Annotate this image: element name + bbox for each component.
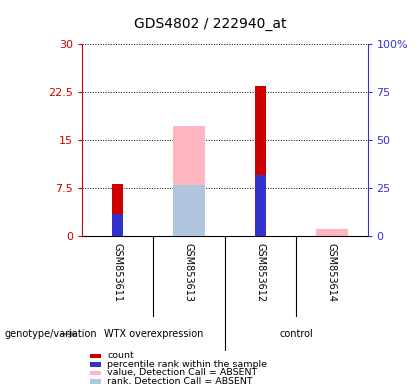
Text: GDS4802 / 222940_at: GDS4802 / 222940_at <box>134 17 286 31</box>
Text: genotype/variation: genotype/variation <box>4 329 97 339</box>
Bar <box>255 86 266 236</box>
Bar <box>173 185 205 236</box>
Text: GSM853612: GSM853612 <box>255 243 265 302</box>
Text: rank, Detection Call = ABSENT: rank, Detection Call = ABSENT <box>107 377 253 384</box>
Bar <box>255 175 266 236</box>
Bar <box>173 126 205 236</box>
Text: control: control <box>279 329 313 339</box>
Text: WTX overexpression: WTX overexpression <box>104 329 203 339</box>
Text: GSM853614: GSM853614 <box>327 243 337 301</box>
Text: count: count <box>107 351 134 361</box>
Text: percentile rank within the sample: percentile rank within the sample <box>107 360 267 369</box>
Text: GSM853611: GSM853611 <box>113 243 123 301</box>
Text: GSM853613: GSM853613 <box>184 243 194 301</box>
Bar <box>112 184 123 236</box>
Bar <box>112 214 123 236</box>
Bar <box>316 229 348 236</box>
Text: value, Detection Call = ABSENT: value, Detection Call = ABSENT <box>107 368 257 377</box>
